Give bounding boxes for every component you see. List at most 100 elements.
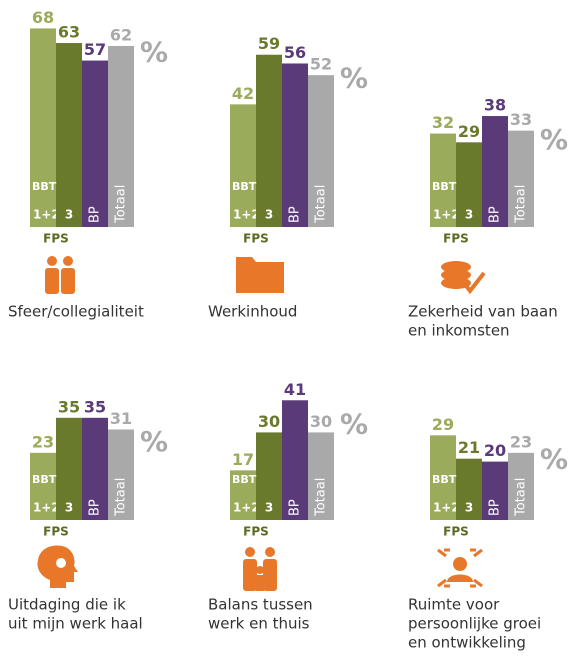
value-label: 23 bbox=[510, 432, 532, 451]
value-label: 30 bbox=[258, 412, 280, 431]
bar bbox=[56, 417, 82, 520]
bar bbox=[256, 432, 282, 520]
value-label: 59 bbox=[258, 34, 280, 53]
bar-label: Totaal bbox=[114, 478, 129, 517]
value-label: 52 bbox=[310, 55, 332, 74]
unit-label: % bbox=[140, 35, 168, 68]
bar bbox=[108, 45, 134, 228]
bar-sublabel: BBT bbox=[432, 473, 457, 486]
bar-sublabel: BBT bbox=[32, 180, 57, 193]
bar-label: 1+2 bbox=[33, 501, 60, 515]
bar bbox=[430, 133, 456, 227]
icon-part bbox=[263, 559, 277, 591]
bar-label: Totaal bbox=[314, 478, 329, 517]
icon-part bbox=[63, 256, 73, 266]
value-label: 35 bbox=[58, 397, 80, 416]
bar-label: Totaal bbox=[314, 185, 329, 224]
unit-label: % bbox=[340, 62, 368, 95]
bar bbox=[456, 458, 482, 520]
bar bbox=[456, 142, 482, 227]
group-label: FPS bbox=[43, 232, 69, 246]
group-label: FPS bbox=[43, 525, 69, 539]
icon-part bbox=[243, 559, 257, 591]
unit-label: % bbox=[140, 425, 168, 458]
value-label: 23 bbox=[32, 432, 54, 451]
value-label: 56 bbox=[284, 43, 306, 62]
bar-label: 3 bbox=[465, 501, 473, 515]
bar bbox=[282, 63, 308, 228]
icon-part bbox=[265, 547, 275, 557]
bar-label: 3 bbox=[265, 501, 273, 515]
unit-label: % bbox=[540, 442, 568, 475]
value-label: 29 bbox=[432, 415, 454, 434]
chart-title: Ruimte voor bbox=[408, 596, 500, 614]
icon-part bbox=[245, 547, 255, 557]
group-label: FPS bbox=[443, 232, 469, 246]
bar-label: 1+2 bbox=[433, 501, 460, 515]
bar bbox=[256, 54, 282, 227]
bar-label: 3 bbox=[265, 208, 273, 222]
bar-label: BP bbox=[288, 206, 303, 223]
bar bbox=[430, 435, 456, 520]
icon-part bbox=[56, 558, 66, 568]
unit-label: % bbox=[540, 123, 568, 156]
bar-label: BP bbox=[488, 206, 503, 223]
value-label: 38 bbox=[484, 96, 506, 115]
icon bbox=[243, 547, 277, 591]
bar bbox=[30, 452, 56, 520]
bar bbox=[508, 130, 534, 227]
value-label: 29 bbox=[458, 122, 480, 141]
icon bbox=[37, 545, 78, 588]
chart-title: Werkinhoud bbox=[208, 303, 297, 321]
bar bbox=[308, 75, 334, 227]
bar-label: 1+2 bbox=[233, 501, 260, 515]
value-label: 57 bbox=[84, 40, 106, 59]
bar bbox=[82, 60, 108, 228]
bar-label: BP bbox=[288, 499, 303, 516]
bar-label: 1+2 bbox=[433, 208, 460, 222]
value-label: 42 bbox=[232, 84, 254, 103]
bar bbox=[108, 429, 134, 520]
value-label: 33 bbox=[510, 110, 532, 129]
group-label: FPS bbox=[243, 232, 269, 246]
chart-title: Zekerheid van baan bbox=[408, 303, 558, 321]
icon-part bbox=[236, 257, 284, 293]
icon-part bbox=[453, 557, 467, 571]
bar bbox=[56, 43, 82, 227]
bar-label: Totaal bbox=[514, 478, 529, 517]
bar-label: BP bbox=[488, 499, 503, 516]
icon-part bbox=[470, 548, 483, 558]
value-label: 41 bbox=[284, 380, 306, 399]
value-label: 17 bbox=[232, 450, 254, 469]
chart-title: persoonlijke groei bbox=[408, 615, 541, 633]
value-label: 20 bbox=[484, 441, 506, 460]
bar-label: 3 bbox=[465, 208, 473, 222]
value-label: 63 bbox=[58, 23, 80, 42]
bar-label: 3 bbox=[65, 501, 73, 515]
icon-part bbox=[462, 271, 486, 295]
bar-label: BP bbox=[88, 499, 103, 516]
icon bbox=[437, 548, 483, 588]
chart-title: werk en thuis bbox=[208, 615, 310, 633]
icon-part bbox=[45, 268, 59, 294]
icon-part bbox=[437, 548, 450, 558]
chart-title: uit mijn werk haal bbox=[8, 615, 143, 633]
bar bbox=[482, 461, 508, 520]
icon-part bbox=[256, 566, 264, 574]
icon-part bbox=[47, 256, 57, 266]
bar bbox=[308, 432, 334, 520]
value-label: 62 bbox=[110, 25, 132, 44]
icon-part bbox=[437, 578, 450, 588]
bar bbox=[508, 452, 534, 520]
icon-part bbox=[61, 268, 75, 294]
chart-title: Uitdaging die ik bbox=[8, 596, 126, 614]
chart-title: en inkomsten bbox=[408, 322, 510, 340]
icon-part bbox=[447, 574, 473, 582]
unit-label: % bbox=[340, 407, 368, 440]
bar bbox=[282, 400, 308, 520]
chart-title: Sfeer/collegialiteit bbox=[8, 303, 144, 321]
icon bbox=[45, 256, 75, 294]
bar-label: BP bbox=[88, 206, 103, 223]
bar-sublabel: BBT bbox=[232, 180, 257, 193]
value-label: 30 bbox=[310, 412, 332, 431]
